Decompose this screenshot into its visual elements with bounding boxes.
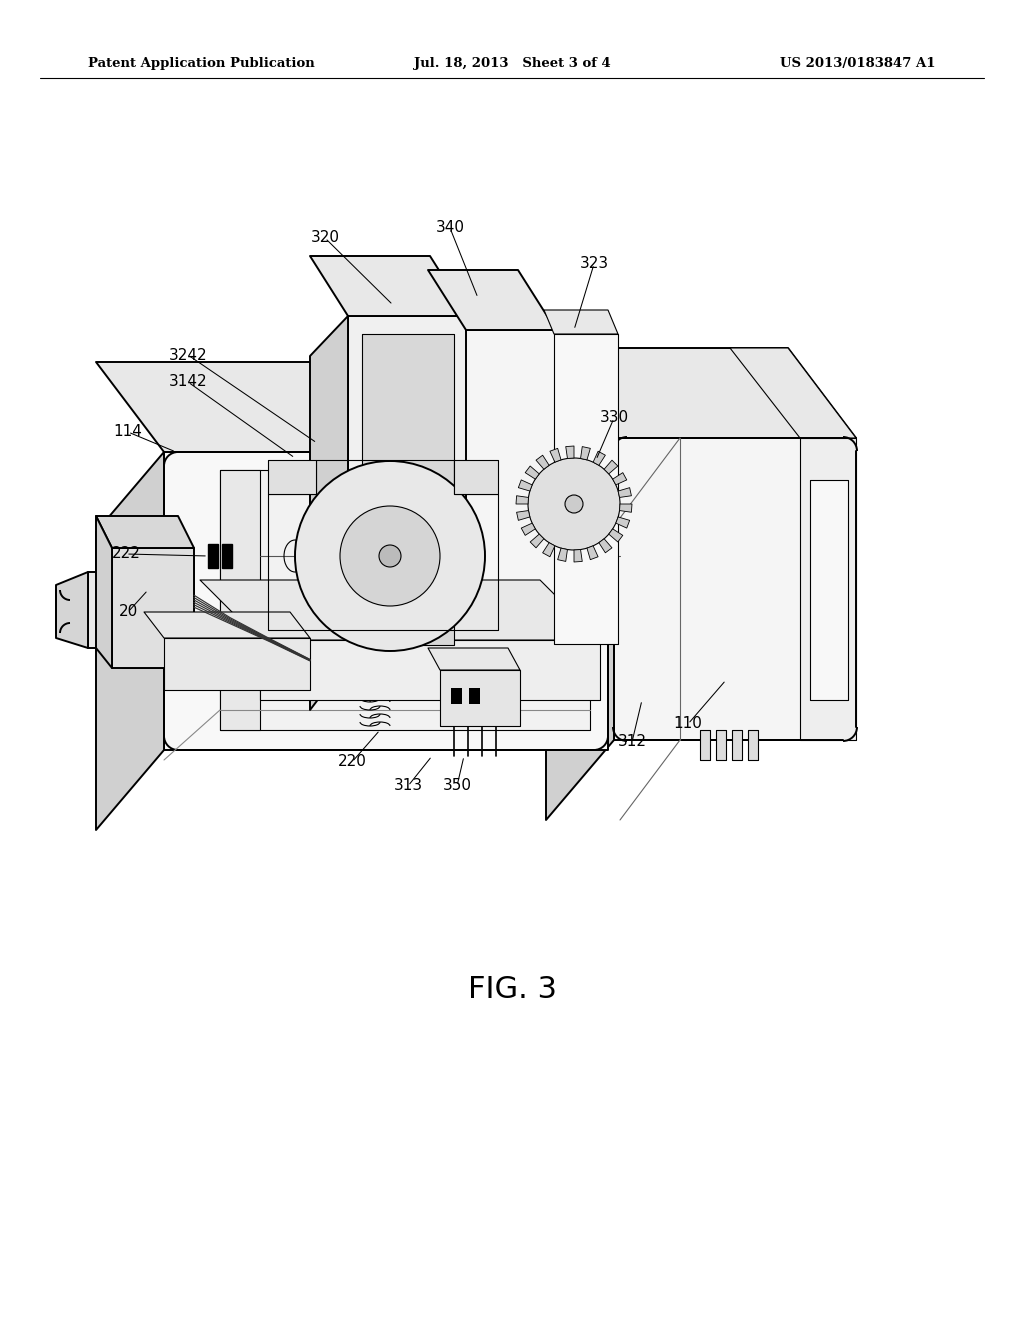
Text: 20: 20	[119, 605, 137, 619]
Ellipse shape	[295, 461, 485, 651]
Text: 220: 220	[338, 755, 367, 770]
Text: US 2013/0183847 A1: US 2013/0183847 A1	[780, 58, 936, 70]
Ellipse shape	[340, 506, 440, 606]
Polygon shape	[608, 529, 623, 543]
Text: 110: 110	[674, 717, 702, 731]
Polygon shape	[164, 451, 608, 750]
Polygon shape	[593, 451, 605, 466]
Polygon shape	[810, 480, 848, 700]
Text: 3242: 3242	[169, 347, 207, 363]
Text: 350: 350	[442, 779, 471, 793]
Bar	[469, 688, 480, 704]
Ellipse shape	[565, 495, 583, 513]
Polygon shape	[716, 730, 726, 760]
Polygon shape	[612, 473, 627, 484]
Polygon shape	[260, 640, 600, 700]
Bar	[222, 544, 232, 568]
Polygon shape	[96, 516, 194, 548]
Polygon shape	[525, 466, 540, 479]
Polygon shape	[268, 459, 316, 494]
Polygon shape	[88, 572, 112, 648]
Polygon shape	[521, 523, 536, 536]
Polygon shape	[200, 579, 600, 640]
Polygon shape	[604, 461, 617, 474]
Polygon shape	[800, 438, 856, 741]
Polygon shape	[220, 470, 590, 730]
Polygon shape	[428, 648, 520, 671]
Polygon shape	[732, 730, 742, 760]
Ellipse shape	[379, 545, 401, 568]
Polygon shape	[618, 487, 632, 498]
Polygon shape	[518, 480, 532, 491]
Polygon shape	[454, 459, 498, 494]
Bar	[208, 544, 218, 568]
Polygon shape	[310, 256, 468, 315]
Polygon shape	[565, 446, 574, 458]
Polygon shape	[530, 535, 544, 548]
Text: 320: 320	[310, 231, 340, 246]
Text: 340: 340	[435, 220, 465, 235]
Polygon shape	[516, 511, 529, 520]
Text: Patent Application Publication: Patent Application Publication	[88, 58, 314, 70]
Polygon shape	[748, 730, 758, 760]
Polygon shape	[599, 539, 612, 553]
Polygon shape	[96, 451, 164, 830]
Polygon shape	[348, 315, 468, 660]
Polygon shape	[730, 348, 856, 438]
Text: 330: 330	[599, 411, 629, 425]
Polygon shape	[587, 546, 598, 560]
Polygon shape	[440, 671, 520, 726]
Polygon shape	[546, 348, 856, 438]
Polygon shape	[220, 470, 260, 730]
Polygon shape	[615, 517, 630, 528]
Polygon shape	[558, 548, 567, 561]
Text: 312: 312	[617, 734, 646, 750]
Polygon shape	[614, 438, 856, 741]
Text: 323: 323	[580, 256, 608, 272]
Polygon shape	[164, 638, 310, 690]
Text: 222: 222	[112, 546, 140, 561]
Bar	[451, 688, 462, 704]
Text: FIG. 3: FIG. 3	[468, 975, 556, 1005]
Polygon shape	[546, 438, 614, 820]
Text: 114: 114	[114, 425, 142, 440]
Ellipse shape	[528, 458, 620, 550]
Polygon shape	[554, 334, 618, 644]
Text: 313: 313	[393, 779, 423, 793]
Polygon shape	[144, 612, 310, 638]
Polygon shape	[620, 504, 632, 512]
Polygon shape	[466, 330, 556, 660]
Polygon shape	[700, 730, 710, 760]
Text: 3142: 3142	[169, 375, 207, 389]
Polygon shape	[96, 516, 112, 668]
Polygon shape	[428, 271, 556, 330]
Text: Jul. 18, 2013   Sheet 3 of 4: Jul. 18, 2013 Sheet 3 of 4	[414, 58, 610, 70]
Polygon shape	[56, 572, 88, 648]
Polygon shape	[362, 334, 454, 645]
Polygon shape	[550, 449, 561, 462]
Polygon shape	[581, 446, 591, 459]
Polygon shape	[310, 315, 348, 710]
Polygon shape	[574, 549, 583, 562]
Polygon shape	[544, 310, 618, 334]
Polygon shape	[536, 455, 549, 469]
Polygon shape	[96, 362, 608, 451]
Polygon shape	[543, 543, 555, 557]
Polygon shape	[516, 496, 528, 504]
Polygon shape	[112, 548, 194, 668]
